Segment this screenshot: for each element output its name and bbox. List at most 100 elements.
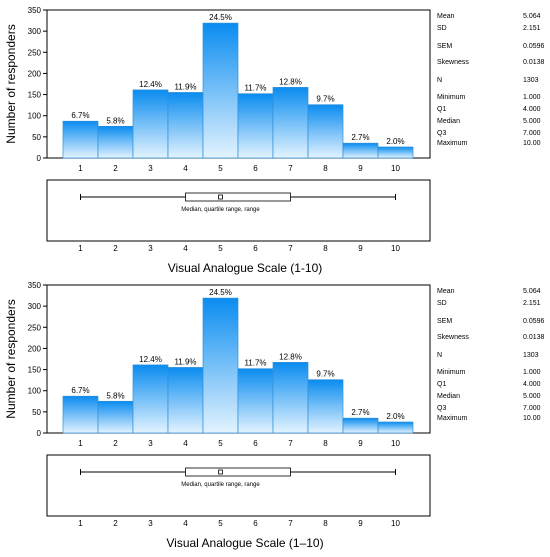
- y-tick-label: 100: [28, 387, 42, 396]
- y-tick-label: 50: [32, 408, 41, 417]
- y-tick-label: 150: [28, 91, 42, 100]
- stat-label: Maximum: [437, 415, 468, 422]
- chart-panel-1: 0 50 100 150 200 250 300 350 Number of responder…: [4, 6, 545, 275]
- x-tick-label: 5: [218, 439, 223, 448]
- stat-value: 1303: [523, 352, 539, 359]
- y-tick-label: 250: [28, 48, 42, 57]
- bar: [167, 367, 204, 434]
- y-tick-label: 0: [37, 154, 42, 163]
- x-tick-label: 10: [391, 244, 400, 253]
- x-tick-label: 6: [253, 439, 258, 448]
- bar: [202, 22, 239, 159]
- x-tick-label: 5: [218, 519, 223, 528]
- x-tick-label: 4: [183, 164, 188, 173]
- x-tick-label: 5: [218, 244, 223, 253]
- stat-value: 5.064: [523, 13, 541, 20]
- stat-value: 1303: [523, 77, 539, 84]
- x-axis-label: Visual Analogue Scale (1-10): [168, 261, 323, 275]
- data-label: 2.0%: [386, 137, 404, 146]
- data-label: 11.7%: [244, 84, 266, 93]
- data-label: 11.9%: [174, 82, 196, 91]
- bar: [132, 364, 169, 434]
- data-label: 12.4%: [139, 355, 162, 364]
- x-tick-label: 10: [391, 164, 400, 173]
- x-tick-label: 9: [358, 244, 363, 253]
- x-tick-label: 5: [218, 164, 223, 173]
- x-tick-label: 6: [253, 244, 258, 253]
- chart-panel-2: 0 50 100 150 200 250 300 350 Number of responder…: [4, 281, 545, 550]
- bar: [62, 120, 99, 159]
- y-tick-label: 350: [28, 6, 42, 15]
- stat-label: Q1: [437, 106, 446, 113]
- y-axis-label: Number of responders: [4, 24, 18, 143]
- bar: [202, 297, 239, 434]
- stat-value: 0.0138: [523, 334, 545, 341]
- stat-value: 4.000: [523, 106, 541, 113]
- data-label: 6.7%: [71, 111, 89, 120]
- boxplot-frame: [46, 454, 431, 517]
- y-tick-label: 350: [28, 281, 42, 290]
- stat-value: 1.000: [523, 369, 541, 376]
- stat-label: N: [437, 352, 442, 359]
- stat-label: Q1: [437, 381, 446, 388]
- data-label: 2.7%: [351, 133, 369, 142]
- bar: [132, 89, 169, 159]
- bar: [272, 362, 309, 434]
- stat-value: 10.00: [523, 415, 541, 422]
- stat-label: Minimum: [437, 369, 466, 376]
- x-tick-label: 10: [391, 439, 400, 448]
- x-tick-label: 1: [78, 164, 83, 173]
- stat-value: 7.000: [523, 130, 541, 137]
- data-label: 12.4%: [139, 80, 162, 89]
- stat-label: Median: [437, 118, 460, 125]
- x-tick-label: 3: [148, 244, 153, 253]
- data-label: 24.5%: [209, 288, 232, 297]
- stat-label: Minimum: [437, 94, 466, 101]
- data-label: 24.5%: [209, 13, 232, 22]
- y-tick-label: 150: [28, 366, 42, 375]
- y-tick-label: 300: [28, 302, 42, 311]
- y-tick-label: 200: [28, 344, 42, 353]
- boxplot-box: [185, 467, 291, 477]
- x-tick-label: 8: [323, 164, 328, 173]
- boxplot-median-marker: [218, 194, 223, 200]
- x-tick-label: 2: [113, 439, 118, 448]
- y-tick-label: 100: [28, 112, 42, 121]
- x-tick-label: 9: [358, 164, 363, 173]
- stat-value: 7.000: [523, 405, 541, 412]
- stat-label: Median: [437, 393, 460, 400]
- data-label: 2.7%: [351, 408, 369, 417]
- stat-value: 5.000: [523, 118, 541, 125]
- bar: [237, 93, 274, 159]
- x-tick-label: 6: [253, 519, 258, 528]
- y-tick-label: 250: [28, 323, 42, 332]
- bar: [272, 87, 309, 159]
- stat-label: Q3: [437, 130, 446, 137]
- data-label: 2.0%: [386, 412, 404, 421]
- bar: [377, 146, 414, 159]
- stat-value: 0.0596: [523, 318, 545, 325]
- y-tick-label: 50: [32, 133, 41, 142]
- bar: [237, 368, 274, 434]
- x-tick-label: 2: [113, 244, 118, 253]
- data-label: 5.8%: [106, 391, 124, 400]
- stat-value: 2.151: [523, 300, 541, 307]
- x-tick-label: 9: [358, 519, 363, 528]
- bar: [167, 92, 204, 159]
- x-tick-label: 1: [78, 519, 83, 528]
- x-tick-label: 7: [288, 439, 293, 448]
- stat-label: Mean: [437, 288, 455, 295]
- stat-label: Mean: [437, 13, 455, 20]
- stat-value: 0.0138: [523, 59, 545, 66]
- x-tick-label: 8: [323, 244, 328, 253]
- data-label: 11.9%: [174, 357, 196, 366]
- y-tick-label: 0: [37, 429, 42, 438]
- x-tick-label: 9: [358, 439, 363, 448]
- stat-label: SD: [437, 25, 447, 32]
- stat-value: 5.064: [523, 288, 541, 295]
- data-label: 9.7%: [316, 95, 334, 104]
- data-label: 6.7%: [71, 386, 89, 395]
- stat-label: Skewness: [437, 59, 469, 66]
- x-tick-label: 7: [288, 244, 293, 253]
